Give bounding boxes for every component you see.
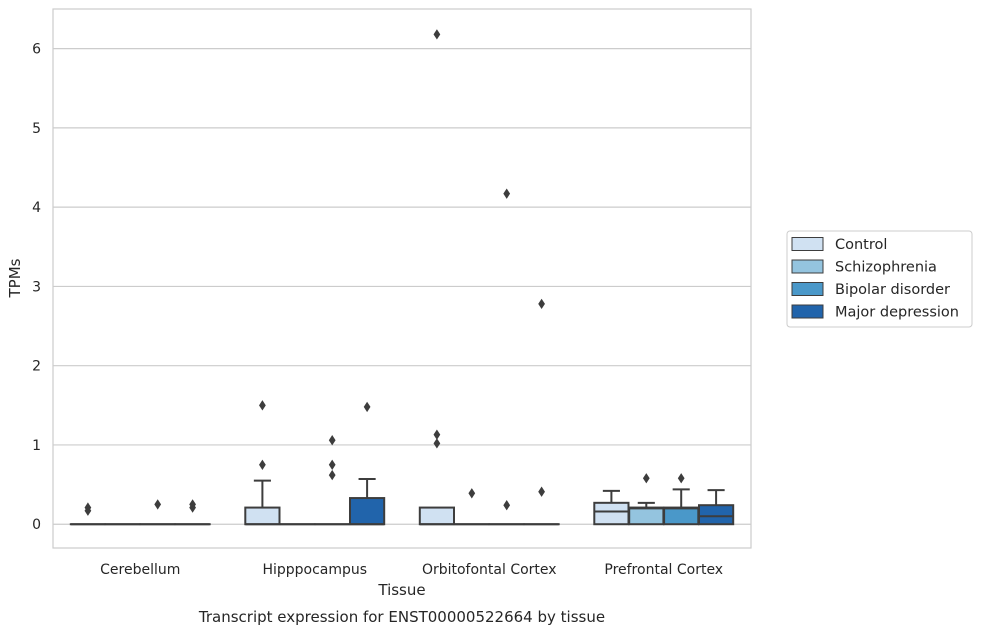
outlier-point [503, 188, 511, 199]
outlier-point [84, 502, 92, 513]
legend-swatch [791, 304, 824, 319]
box [418, 506, 456, 526]
legend-frame [786, 230, 973, 328]
boxes-layer [69, 29, 735, 526]
x-tick-labels: Cerebellum Hipppocampus Orbitofontal Corte… [100, 562, 723, 578]
y-tick-label: 5 [32, 121, 41, 137]
x-tick-label: Hipppocampus [262, 562, 367, 578]
outlier-point [259, 400, 266, 411]
outlier-point [154, 499, 162, 510]
legend: Control Schizophrenia Bipolar disorder Majo… [786, 230, 973, 328]
outlier-point [677, 473, 685, 484]
box [663, 506, 700, 526]
outlier-point [503, 500, 511, 511]
y-tick-label: 1 [32, 438, 41, 454]
x-axis-label: Tissue [377, 581, 425, 599]
x-tick-label: Orbitofontal Cortex [422, 562, 557, 578]
outlier-point [468, 488, 476, 499]
legend-label: Major depression [835, 305, 959, 321]
outlier-point [433, 29, 441, 40]
box [348, 497, 386, 526]
legend-label: Schizophrenia [835, 260, 937, 276]
legend-swatch [791, 282, 824, 296]
legend-label: Control [835, 237, 887, 253]
outlier-point [433, 438, 441, 449]
box [244, 506, 281, 526]
chart-title: Transcript expression for ENST0000052266… [198, 608, 605, 626]
y-tick-label: 0 [32, 517, 41, 533]
y-tick-labels: 0 1 2 3 4 5 6 [32, 42, 41, 534]
box [697, 504, 735, 526]
outlier-point [363, 401, 371, 413]
x-tick-label: Prefrontal Cortex [604, 562, 723, 578]
gridlines [53, 48, 751, 525]
outlier-point [189, 499, 196, 510]
outlier-point [259, 459, 266, 470]
legend-swatch [791, 237, 824, 251]
outlier-point [538, 298, 545, 310]
outlier-point [538, 486, 545, 497]
plot-frame [52, 8, 752, 549]
outlier-point [642, 473, 650, 484]
x-tick-label: Cerebellum [100, 562, 180, 578]
outlier-point [433, 429, 441, 440]
legend-label: Bipolar disorder [835, 282, 950, 298]
y-axis-label: TPMs [6, 258, 24, 298]
outlier-point [328, 435, 336, 446]
y-tick-label: 3 [32, 279, 41, 295]
legend-swatch [791, 259, 824, 274]
outlier-point [328, 459, 336, 470]
y-tick-label: 2 [32, 359, 41, 375]
y-tick-label: 4 [32, 200, 41, 216]
box [593, 501, 630, 526]
y-tick-label: 6 [32, 42, 41, 58]
outlier-point [328, 469, 336, 481]
box [628, 506, 665, 526]
